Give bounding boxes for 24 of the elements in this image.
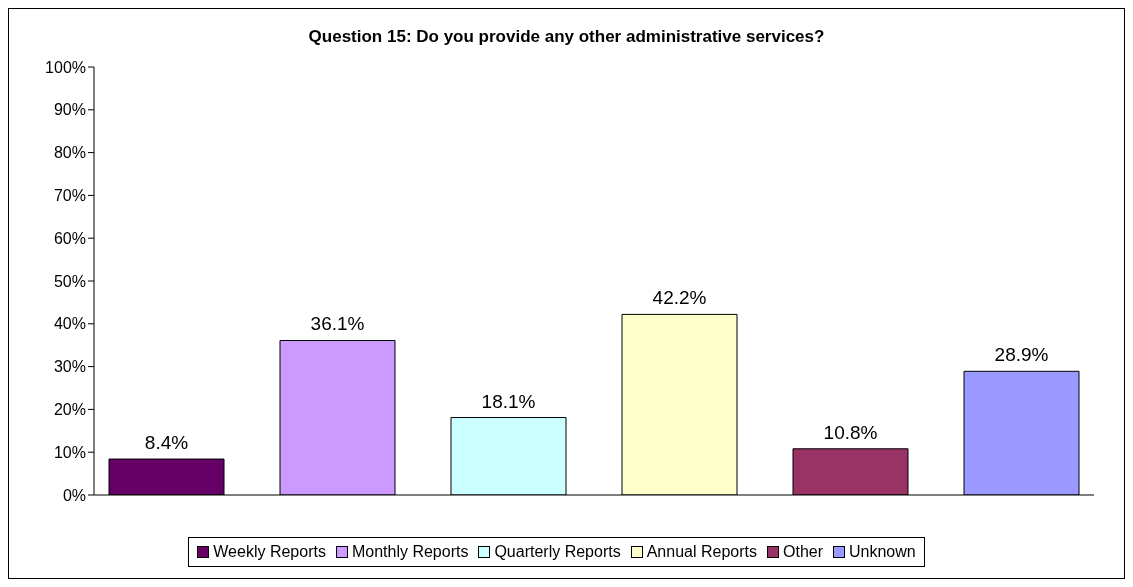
y-tick-label: 10%	[53, 443, 86, 461]
data-label: 28.9%	[994, 344, 1049, 366]
legend-label: Weekly Reports	[212, 543, 326, 561]
legend-label: Annual Reports	[645, 543, 757, 561]
y-tick-label: 70%	[53, 187, 86, 205]
data-label: 42.2%	[652, 287, 707, 309]
y-tick-label: 50%	[53, 272, 86, 290]
data-label: 18.1%	[481, 390, 536, 412]
legend-label: Unknown	[848, 543, 916, 561]
y-tick-label: 100%	[45, 58, 86, 76]
chart-title: Question 15: Do you provide any other administrative services?	[307, 26, 826, 48]
y-tick-label: 40%	[53, 315, 86, 333]
legend-label: Monthly Reports	[350, 543, 469, 561]
y-tick-label: 20%	[53, 401, 86, 419]
data-label: 8.4%	[144, 432, 189, 454]
y-tick-label: 90%	[53, 101, 86, 119]
y-tick-label: 80%	[53, 144, 86, 162]
data-label: 36.1%	[310, 313, 365, 335]
data-label: 10.8%	[823, 421, 878, 443]
y-tick-label: 30%	[53, 358, 86, 376]
y-tick-label: 0%	[62, 486, 86, 504]
y-tick-label: 60%	[53, 229, 86, 247]
legend-label: Quarterly Reports	[493, 543, 621, 561]
legend-label: Other	[782, 543, 823, 561]
